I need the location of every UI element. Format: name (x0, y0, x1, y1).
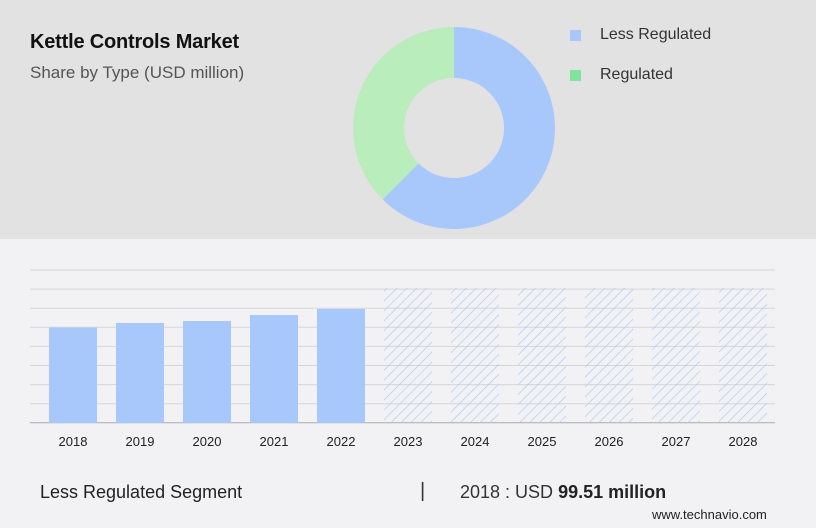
legend-item-regulated: Regulated (570, 66, 673, 84)
value-bold: 99.51 million (558, 482, 667, 502)
top-panel: Kettle Controls Market Share by Type (US… (0, 0, 816, 239)
chart-title: Kettle Controls Market (30, 31, 239, 53)
legend-item-less-regulated: Less Regulated (570, 26, 711, 44)
x-tick-label: 2020 (193, 434, 222, 449)
forecast-bar-2025 (518, 288, 566, 423)
x-tick-label: 2028 (729, 434, 758, 449)
footer-separator: | (420, 480, 426, 502)
legend-swatch-less-regulated (570, 29, 581, 41)
x-tick-label: 2022 (327, 434, 356, 449)
segment-value: 2018 : USD 99.51 million (460, 482, 666, 503)
x-tick-label: 2025 (528, 434, 557, 449)
bar-2021 (250, 315, 298, 423)
forecast-bar-2027 (652, 288, 700, 423)
legend-label: Regulated (600, 66, 673, 83)
donut-chart (353, 27, 555, 229)
forecast-bar-2028 (719, 288, 767, 423)
x-tick-label: 2024 (461, 434, 490, 449)
legend-label: Less Regulated (600, 26, 712, 43)
bars (49, 288, 767, 423)
x-tick-label: 2023 (394, 434, 423, 449)
bar-2020 (183, 320, 231, 423)
forecast-bar-2026 (585, 288, 633, 423)
x-axis-labels: 2018 2019 2020 2021 2022 2023 2024 2025 2026 2027… (59, 434, 758, 449)
bar-chart: 2018 2019 2020 2021 2022 2023 2024 2025 2026 2027… (30, 269, 775, 449)
bar-2018 (49, 327, 97, 423)
forecast-bar-2023 (384, 288, 432, 423)
donut-segments (353, 27, 555, 229)
legend-swatch-regulated (570, 69, 581, 81)
chart-subtitle: Share by Type (USD million) (30, 63, 245, 82)
x-tick-label: 2026 (595, 434, 624, 449)
bar-2019 (116, 322, 164, 423)
x-tick-label: 2019 (126, 434, 155, 449)
segment-label: Less Regulated Segment (40, 482, 243, 502)
source-link[interactable]: www.technavio.com (652, 507, 767, 522)
value-prefix: 2018 : USD (460, 482, 559, 502)
bar-2022 (317, 308, 365, 423)
x-tick-label: 2027 (662, 434, 691, 449)
x-tick-label: 2018 (59, 434, 88, 449)
donut-segment-regulated (353, 27, 454, 200)
forecast-bar-2024 (451, 288, 499, 423)
x-tick-label: 2021 (260, 434, 289, 449)
donut-segment-less-regulated (382, 27, 555, 229)
